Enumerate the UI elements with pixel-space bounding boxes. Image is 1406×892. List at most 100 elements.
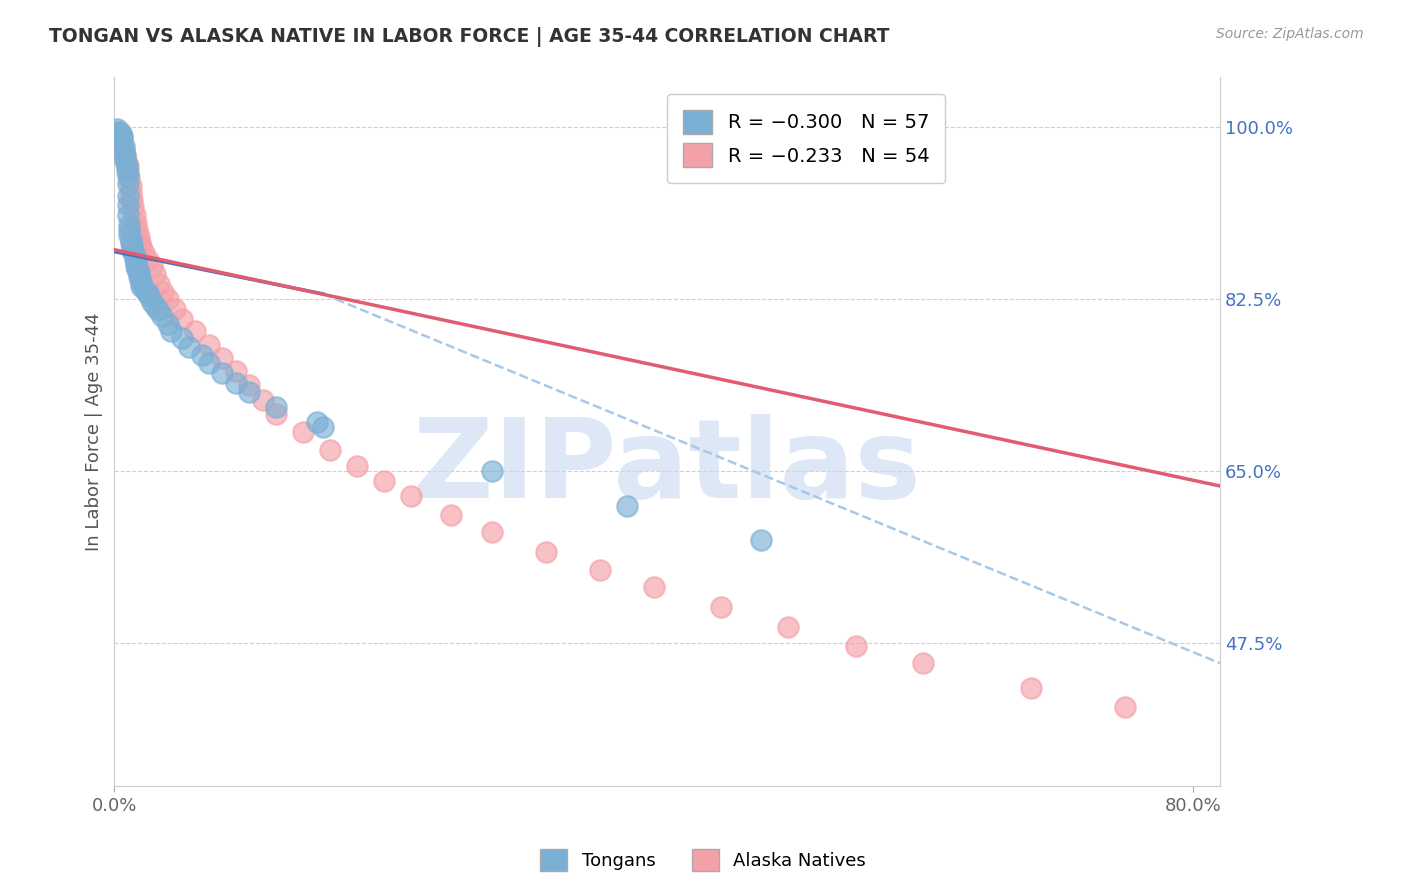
- Point: [125, 216, 148, 230]
- Point: [238, 377, 260, 392]
- Point: [292, 425, 315, 439]
- Point: [128, 230, 150, 244]
- Point: [115, 164, 138, 178]
- Point: [177, 340, 200, 354]
- Point: [128, 269, 150, 284]
- Point: [138, 289, 160, 303]
- Point: [319, 442, 342, 457]
- Point: [131, 240, 153, 254]
- Point: [114, 147, 136, 161]
- Point: [157, 292, 180, 306]
- Point: [132, 245, 155, 260]
- Point: [141, 260, 163, 274]
- Point: [118, 170, 141, 185]
- Point: [157, 317, 180, 331]
- Point: [589, 563, 612, 577]
- Point: [114, 151, 136, 165]
- Point: [114, 149, 136, 163]
- Point: [122, 200, 145, 214]
- Point: [136, 252, 159, 267]
- Point: [710, 599, 733, 614]
- Point: [1019, 681, 1042, 695]
- Point: [170, 331, 193, 345]
- Point: [264, 407, 287, 421]
- Text: ZIPatlas: ZIPatlas: [413, 414, 921, 521]
- Point: [127, 262, 149, 277]
- Point: [143, 299, 166, 313]
- Point: [129, 272, 152, 286]
- Point: [150, 309, 173, 323]
- Point: [107, 125, 129, 139]
- Point: [105, 121, 128, 136]
- Point: [481, 525, 503, 540]
- Point: [264, 400, 287, 414]
- Point: [481, 464, 503, 478]
- Point: [440, 508, 463, 523]
- Point: [170, 311, 193, 326]
- Point: [225, 364, 247, 378]
- Point: [141, 294, 163, 309]
- Y-axis label: In Labor Force | Age 35-44: In Labor Force | Age 35-44: [86, 312, 103, 551]
- Point: [373, 474, 395, 488]
- Point: [125, 255, 148, 269]
- Point: [110, 137, 132, 152]
- Point: [751, 533, 773, 547]
- Point: [643, 580, 665, 594]
- Point: [112, 145, 135, 159]
- Point: [117, 159, 139, 173]
- Point: [160, 325, 183, 339]
- Point: [184, 325, 207, 339]
- Point: [211, 351, 233, 365]
- Point: [225, 376, 247, 390]
- Point: [111, 131, 134, 145]
- Point: [120, 235, 142, 250]
- Point: [197, 356, 219, 370]
- Point: [1114, 700, 1136, 714]
- Point: [124, 208, 146, 222]
- Point: [191, 348, 214, 362]
- Point: [121, 237, 143, 252]
- Point: [115, 156, 138, 170]
- Point: [143, 268, 166, 282]
- Point: [121, 243, 143, 257]
- Point: [131, 275, 153, 289]
- Point: [118, 223, 141, 237]
- Point: [117, 177, 139, 191]
- Point: [110, 127, 132, 141]
- Point: [117, 169, 139, 183]
- Point: [105, 129, 128, 144]
- Point: [108, 125, 131, 139]
- Point: [148, 277, 170, 292]
- Point: [120, 186, 142, 201]
- Point: [107, 135, 129, 149]
- Legend: Tongans, Alaska Natives: Tongans, Alaska Natives: [533, 842, 873, 879]
- Point: [534, 545, 557, 559]
- Point: [108, 135, 131, 149]
- Point: [122, 244, 145, 259]
- Point: [125, 260, 148, 274]
- Point: [114, 154, 136, 169]
- Point: [124, 252, 146, 266]
- Text: TONGAN VS ALASKA NATIVE IN LABOR FORCE | AGE 35-44 CORRELATION CHART: TONGAN VS ALASKA NATIVE IN LABOR FORCE |…: [49, 27, 890, 46]
- Point: [346, 459, 368, 474]
- Point: [616, 499, 638, 513]
- Point: [197, 338, 219, 352]
- Point: [152, 285, 174, 299]
- Point: [312, 420, 335, 434]
- Point: [305, 415, 328, 429]
- Point: [120, 233, 142, 247]
- Point: [136, 285, 159, 300]
- Point: [117, 188, 139, 202]
- Point: [778, 620, 800, 634]
- Text: Source: ZipAtlas.com: Source: ZipAtlas.com: [1216, 27, 1364, 41]
- Point: [131, 279, 153, 293]
- Point: [115, 159, 138, 173]
- Point: [132, 282, 155, 296]
- Point: [238, 385, 260, 400]
- Point: [165, 301, 187, 316]
- Point: [399, 489, 422, 503]
- Point: [112, 139, 135, 153]
- Point: [845, 640, 868, 654]
- Point: [117, 208, 139, 222]
- Point: [120, 178, 142, 193]
